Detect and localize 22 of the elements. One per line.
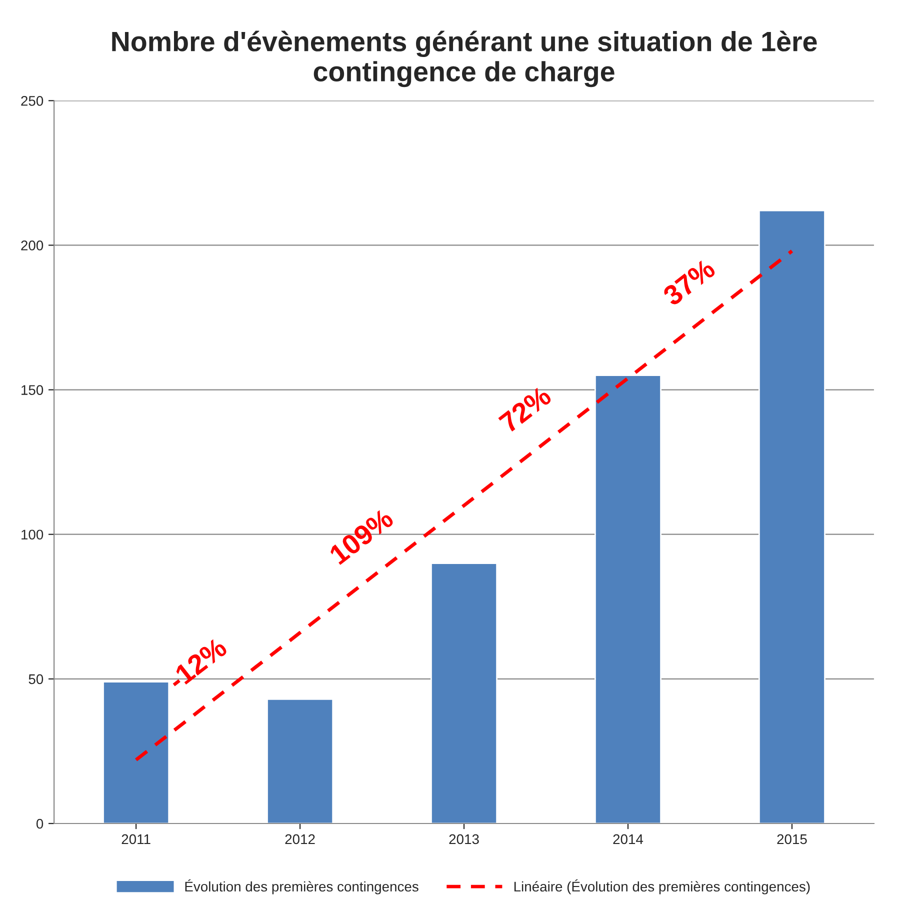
annotation: 72% <box>498 385 552 434</box>
bar <box>266 698 334 824</box>
bar <box>430 562 498 824</box>
y-tick-label: 100 <box>22 530 44 540</box>
bar <box>758 210 826 824</box>
y-tick-label: 250 <box>21 96 44 106</box>
bar <box>102 681 170 824</box>
annotation: 37% <box>662 258 717 307</box>
x-tick-label: 2012 <box>285 834 315 844</box>
x-tick-label: 2015 <box>777 834 807 844</box>
x-tick-label: 2011 <box>122 834 150 844</box>
chart-title: Nombre d'évènements générant une situation de 1ère contingence de charge <box>112 30 817 88</box>
y-tick-label: 200 <box>21 240 44 250</box>
legend-label: Linéaire (Évolution des premières contingences) <box>514 879 810 894</box>
legend-label: Évolution des premières contingences <box>185 879 418 894</box>
line-series <box>134 249 794 762</box>
y-tick-label: 150 <box>22 385 44 395</box>
x-tick-label: 2013 <box>449 834 479 844</box>
bar <box>594 374 662 824</box>
y-tick-label: 0 <box>36 818 44 829</box>
x-tick-label: 2014 <box>613 834 644 844</box>
y-tick-label: 50 <box>28 674 44 684</box>
